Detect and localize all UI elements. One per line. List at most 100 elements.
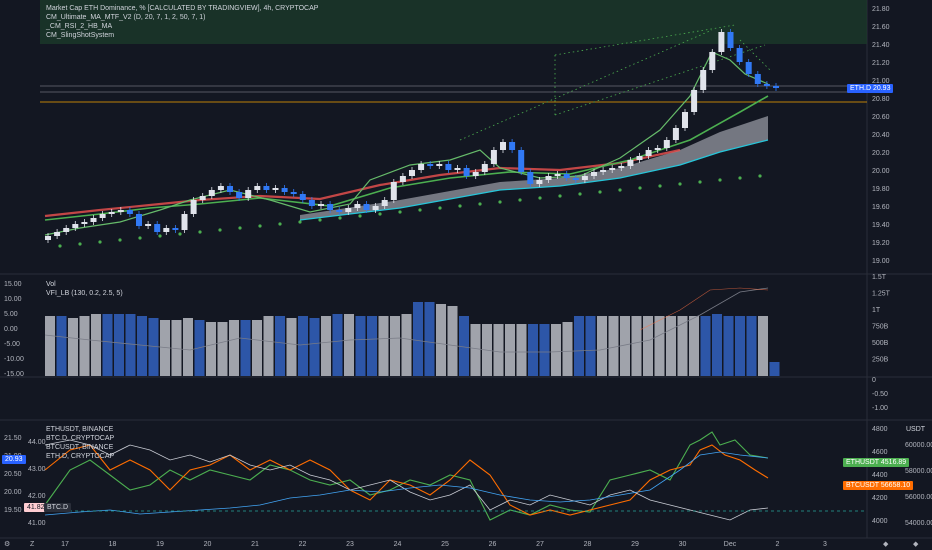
btcd-tick: 43.00	[28, 466, 46, 473]
candle-body	[126, 210, 133, 214]
time-tick: 23	[346, 541, 354, 548]
candle-body	[390, 182, 397, 200]
trend-lines	[459, 24, 771, 141]
candle-body	[609, 168, 616, 170]
volume-bar	[666, 316, 676, 376]
blank-pane-axis: 0 -0.50 -1.00	[872, 377, 888, 412]
bar-icon-b[interactable]: ◆	[913, 541, 919, 548]
volume-bar	[45, 316, 55, 376]
z-icon[interactable]: Z	[30, 541, 35, 548]
candle-body	[117, 210, 124, 212]
candle-body	[272, 188, 279, 190]
time-tick: 18	[109, 541, 117, 548]
bar-icon-a[interactable]: ◆	[883, 541, 889, 548]
price-tick: 19.80	[872, 186, 890, 193]
cmp-btcusdt[interactable]: BTCUSDT, BINANCE	[46, 444, 114, 451]
candle-body	[108, 212, 115, 214]
symbol-title[interactable]: Market Cap ETH Dominance, % [CALCULATED …	[46, 5, 319, 12]
candle-body	[454, 168, 461, 170]
ethd-tick: 20.00	[4, 489, 22, 496]
volume-bar	[470, 324, 481, 376]
cmp-ethusdt[interactable]: ETHUSDT, BINANCE	[46, 426, 114, 433]
candle-body	[472, 172, 479, 176]
btcd-tick: 42.00	[28, 493, 46, 500]
candle-body	[54, 232, 61, 236]
price-tick: 19.00	[872, 258, 890, 265]
vfi-tick: -10.00	[4, 356, 24, 363]
price-tick: 21.40	[872, 42, 890, 49]
ma-slow-2	[44, 95, 769, 221]
cmp-ethd[interactable]: ETH.D, CRYPTOCAP	[46, 453, 115, 460]
volume-bar	[597, 316, 607, 376]
candle-body	[236, 192, 243, 198]
volume-bar	[723, 316, 734, 376]
ethusdt-tick: 4800	[872, 426, 888, 433]
volume-bar	[631, 316, 642, 376]
candle-body	[700, 70, 707, 90]
cmp-btcd[interactable]: BTC.D, CRYPTOCAP	[46, 435, 115, 442]
ethd-price-tag: ETH.D 20.93	[847, 84, 894, 93]
volume-bar	[171, 320, 182, 376]
volume-bar	[206, 322, 216, 376]
indicator-vfi[interactable]: VFI_LB (130, 0.2, 2.5, 5)	[46, 290, 123, 297]
candle-body	[245, 190, 252, 198]
btcd-label-tag: BTC.D	[44, 503, 71, 512]
volume-tick: 1.5T	[872, 274, 887, 281]
indicator-vol[interactable]: Vol	[46, 281, 56, 288]
candle-body	[509, 142, 516, 150]
candle-body	[691, 90, 698, 112]
time-tick: 25	[441, 541, 449, 548]
candle-body	[217, 186, 224, 190]
volume-bar	[528, 324, 538, 376]
candle-body	[554, 174, 561, 176]
price-tick: 21.20	[872, 60, 890, 67]
volume-bar	[114, 314, 124, 376]
volume-tick: 500B	[872, 340, 889, 347]
time-tick: 19	[156, 541, 164, 548]
compare-axis[interactable]: 21.5021.0020.5020.0019.5044.0043.0042.00…	[4, 426, 932, 527]
time-tick: 21	[251, 541, 259, 548]
volume-bar	[562, 322, 573, 376]
volume-bar	[436, 304, 446, 376]
candle-body	[727, 32, 734, 48]
ethusdt-tick: 4600	[872, 449, 888, 456]
indicator-rsi[interactable]: _CM_RSI_2_HB_MA	[46, 23, 113, 30]
blank-tick: -1.00	[872, 405, 888, 412]
ethusdt-tag-label: ETHUSDT	[846, 459, 879, 466]
btcusdt-tick: 54000.00	[905, 520, 932, 527]
ethusdt-tag-value: 4516.89	[880, 459, 907, 466]
line-ethusdt	[44, 431, 769, 521]
indicator-ma[interactable]: CM_Ultimate_MA_MTF_V2 (D, 20, 7, 1, 2, 5…	[46, 14, 206, 21]
price-axis[interactable]: 21.80 21.60 21.40 21.20 21.00 20.80 20.60 20.40…	[872, 6, 890, 265]
volume-bar	[240, 320, 251, 376]
volume-bar	[700, 316, 711, 376]
ethusdt-tick: 4400	[872, 472, 888, 479]
currency-label[interactable]: USDT	[906, 426, 926, 433]
volume-bar	[539, 324, 550, 376]
ethusdt-tick: 4200	[872, 495, 888, 502]
ethd-tag-label: ETH.D	[850, 85, 871, 92]
candle-body	[136, 214, 142, 226]
candle-body	[545, 176, 552, 180]
vfi-signal	[639, 287, 769, 331]
left-corner-icon[interactable]: ⚙	[4, 540, 10, 548]
time-tick: 29	[631, 541, 639, 548]
candle-body	[181, 214, 188, 230]
volume-axis[interactable]: 1.5T 1.25T 1T 750B 500B 250B	[872, 274, 891, 364]
volume-bar	[585, 316, 596, 376]
price-tick: 21.80	[872, 6, 890, 13]
volume-bar	[332, 314, 343, 376]
volume-bars	[45, 302, 780, 376]
vfi-tick: -15.00	[4, 371, 24, 378]
candle-body	[490, 150, 497, 164]
vfi-line	[44, 287, 769, 353]
candle-body	[90, 218, 97, 222]
time-tick: 2	[776, 541, 780, 548]
indicator-slingshot[interactable]: CM_SlingShotSystem	[46, 32, 115, 39]
candle-body	[99, 214, 106, 218]
candle-body	[72, 224, 79, 228]
candle-body	[354, 204, 361, 208]
time-axis[interactable]: 17 18 19 20 21 22 23 24 25 26 27 28 29 30 Dec 2 3	[61, 541, 827, 548]
price-tick: 21.60	[872, 24, 890, 31]
